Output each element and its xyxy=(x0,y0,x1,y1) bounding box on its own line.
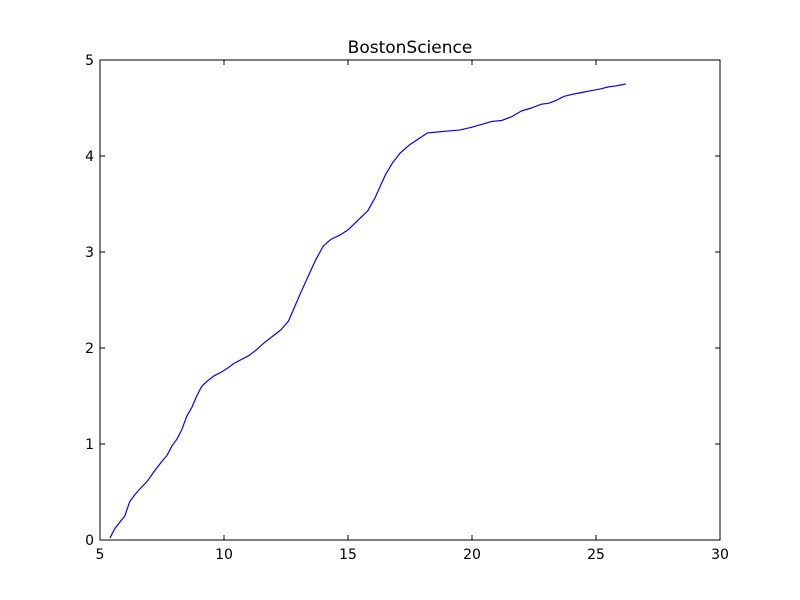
y-tick-label: 1 xyxy=(85,437,94,453)
x-tick-label: 30 xyxy=(711,547,729,563)
x-tick-label: 20 xyxy=(463,547,481,563)
y-tick-label: 3 xyxy=(85,245,94,261)
series-layer xyxy=(109,83,626,539)
series-line-0 xyxy=(109,83,626,539)
y-tick-label: 4 xyxy=(85,149,94,165)
x-tick-label: 25 xyxy=(587,547,605,563)
y-tick-label: 5 xyxy=(85,53,94,69)
y-tick-label: 2 xyxy=(85,341,94,357)
y-tick-label: 0 xyxy=(85,533,94,549)
x-tick-label: 5 xyxy=(96,547,105,563)
x-tick-label: 15 xyxy=(339,547,357,563)
x-tick-label: 10 xyxy=(215,547,233,563)
chart-title: BostonScience xyxy=(348,38,473,58)
plot-frame xyxy=(99,59,721,541)
